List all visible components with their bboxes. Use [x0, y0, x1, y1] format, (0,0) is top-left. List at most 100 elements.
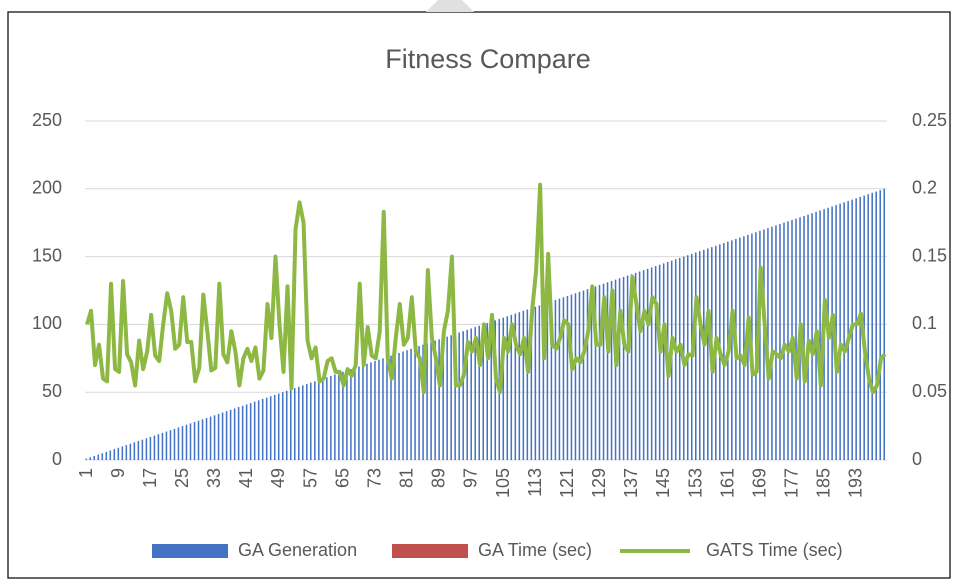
- bar: [374, 361, 376, 460]
- bar: [161, 432, 164, 460]
- bar: [157, 434, 160, 460]
- x-tick-label: 153: [685, 468, 705, 498]
- bar: [378, 359, 380, 460]
- bar: [298, 386, 300, 460]
- bar: [703, 249, 705, 460]
- bar: [386, 356, 388, 460]
- bar: [630, 274, 633, 460]
- x-tick-label: 121: [557, 468, 577, 498]
- x-tick-label: 185: [814, 468, 834, 498]
- bar: [486, 323, 489, 460]
- bar: [731, 240, 733, 460]
- bar: [574, 293, 577, 460]
- bar: [618, 278, 621, 460]
- bar: [169, 430, 172, 460]
- y2-tick-label: 0.1: [912, 313, 937, 333]
- bar: [530, 308, 533, 460]
- bar: [310, 382, 312, 460]
- bar: [518, 312, 521, 460]
- bar: [402, 351, 404, 460]
- bar: [626, 275, 629, 460]
- y2-tick-label: 0.2: [912, 178, 937, 198]
- chart-title: Fitness Compare: [385, 44, 591, 74]
- bar: [370, 362, 372, 460]
- bar: [261, 398, 264, 460]
- bar: [281, 392, 284, 460]
- bar: [285, 390, 288, 460]
- bar: [233, 408, 236, 460]
- bar: [314, 381, 316, 460]
- bar: [418, 346, 420, 460]
- bar: [819, 210, 821, 460]
- x-tick-label: 113: [525, 468, 545, 497]
- bar: [354, 367, 356, 460]
- bar: [113, 449, 116, 460]
- bar: [558, 298, 561, 460]
- bar: [795, 218, 797, 460]
- x-tick-label: 129: [589, 468, 609, 498]
- bar: [406, 350, 408, 460]
- bar: [137, 441, 140, 460]
- bar: [771, 226, 773, 460]
- bar: [442, 337, 444, 460]
- bar: [562, 297, 565, 460]
- bar: [193, 422, 196, 460]
- bar: [454, 333, 456, 460]
- bar: [173, 428, 176, 460]
- bar: [699, 251, 701, 460]
- bar: [322, 378, 324, 460]
- x-tick-label: 41: [236, 468, 256, 488]
- bar: [326, 377, 328, 460]
- x-tick-label: 73: [364, 468, 384, 488]
- bar: [606, 282, 609, 460]
- bar: [743, 236, 745, 460]
- bar: [783, 222, 785, 460]
- bar: [847, 201, 849, 460]
- x-tick-label: 9: [108, 468, 128, 478]
- bar: [526, 309, 529, 460]
- y-tick-label: 150: [32, 245, 62, 265]
- bar: [358, 366, 360, 460]
- bar: [430, 342, 432, 460]
- bar: [109, 450, 112, 460]
- y2-tick-label: 0.15: [912, 245, 947, 265]
- x-tick-label: 145: [653, 468, 673, 498]
- bar: [446, 336, 448, 460]
- y2-tick-label: 0: [912, 449, 922, 469]
- bar: [839, 203, 841, 460]
- bar: [578, 291, 581, 460]
- y-tick-label: 200: [32, 178, 62, 198]
- bar: [594, 286, 597, 460]
- bar: [237, 407, 240, 460]
- bar: [490, 321, 493, 460]
- bar: [642, 270, 645, 460]
- y2-tick-label: 0.25: [912, 110, 947, 130]
- bar: [201, 419, 204, 460]
- bar: [197, 420, 200, 460]
- bar: [466, 329, 468, 460]
- bar: [590, 287, 593, 460]
- bar: [438, 339, 440, 460]
- x-tick-label: 193: [846, 468, 866, 498]
- bar: [674, 259, 677, 460]
- bar: [133, 442, 136, 460]
- bar: [149, 436, 152, 460]
- y2-tick-label: 0.05: [912, 381, 947, 401]
- bar: [89, 457, 92, 460]
- bar: [145, 438, 148, 460]
- legend-label: GA Generation: [238, 540, 357, 560]
- line: [85, 182, 887, 395]
- bar: [775, 225, 777, 460]
- bar: [189, 423, 192, 460]
- bar: [253, 401, 256, 460]
- bar: [654, 266, 657, 460]
- bar: [598, 285, 601, 460]
- bar: [610, 281, 613, 460]
- bar: [265, 397, 268, 460]
- x-tick-label: 97: [461, 468, 481, 488]
- bar: [855, 198, 857, 461]
- bar: [85, 458, 88, 460]
- bar: [93, 455, 96, 460]
- bar: [153, 435, 156, 460]
